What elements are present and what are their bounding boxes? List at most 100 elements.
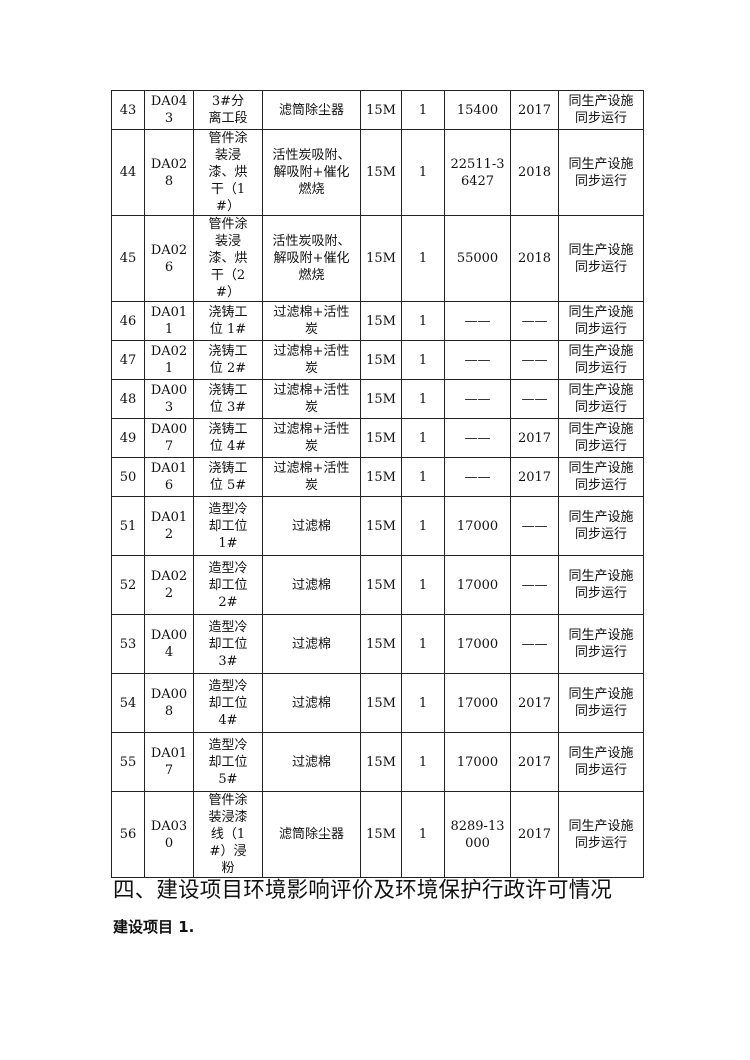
process-text: 管件涂装浸漆线（1#）浸粉 bbox=[208, 793, 248, 876]
process-text: 造型冷却工位1# bbox=[208, 501, 248, 551]
count-text: 1 bbox=[418, 165, 428, 180]
cell-count: 1 bbox=[401, 129, 445, 216]
code-text: DA022 bbox=[150, 569, 188, 601]
height-text: 15M bbox=[366, 430, 396, 446]
cell-no: 43 bbox=[111, 90, 145, 130]
cell-count: 1 bbox=[401, 673, 445, 733]
cell-treatment: 过滤棉+活性炭 bbox=[262, 457, 361, 497]
cell-status: 同生产设施同步运行 bbox=[558, 129, 644, 216]
flow-text: —— bbox=[464, 469, 491, 485]
table-row: 47 DA021 浇铸工位 2# 过滤棉+活性炭 15M 1 —— —— 同生产设施同步运行 bbox=[111, 340, 644, 380]
cell-height: 15M bbox=[360, 90, 402, 130]
cell-year: 2017 bbox=[510, 457, 559, 497]
status-text: 同生产设施同步运行 bbox=[568, 687, 634, 719]
cell-height: 15M bbox=[360, 791, 402, 878]
cell-flow: 17000 bbox=[444, 496, 511, 556]
count-text: 1 bbox=[418, 313, 428, 329]
cell-no: 50 bbox=[111, 457, 145, 497]
cell-count: 1 bbox=[401, 418, 445, 458]
cell-process: 管件涂装浸漆、烘干（1#） bbox=[193, 129, 263, 216]
code-text: DA028 bbox=[150, 156, 188, 189]
cell-process: 造型冷却工位3# bbox=[193, 614, 263, 674]
cell-flow: —— bbox=[444, 340, 511, 380]
status-text: 同生产设施同步运行 bbox=[568, 383, 634, 415]
status-text: 同生产设施同步运行 bbox=[568, 422, 634, 454]
cell-status: 同生产设施同步运行 bbox=[558, 90, 644, 130]
year-text: —— bbox=[521, 313, 548, 329]
treatment-text: 过滤棉+活性炭 bbox=[273, 305, 350, 337]
cell-status: 同生产设施同步运行 bbox=[558, 614, 644, 674]
status-text: 同生产设施同步运行 bbox=[568, 569, 634, 601]
cell-count: 1 bbox=[401, 340, 445, 380]
cell-count: 1 bbox=[401, 379, 445, 419]
no-text: 53 bbox=[119, 636, 137, 652]
year-text: 2017 bbox=[517, 430, 552, 446]
cell-status: 同生产设施同步运行 bbox=[558, 791, 644, 878]
cell-no: 48 bbox=[111, 379, 145, 419]
count-text: 1 bbox=[418, 754, 428, 770]
cell-height: 15M bbox=[360, 496, 402, 556]
flow-text: 55000 bbox=[456, 251, 499, 266]
cell-count: 1 bbox=[401, 555, 445, 615]
code-text: DA017 bbox=[150, 746, 188, 778]
cell-flow: 17000 bbox=[444, 614, 511, 674]
table-row: 56 DA030 管件涂装浸漆线（1#）浸粉 滤筒除尘器 15M 1 8289-13000 2… bbox=[111, 791, 644, 878]
cell-flow: 17000 bbox=[444, 555, 511, 615]
table-row: 51 DA012 造型冷却工位1# 过滤棉 15M 1 17000 —— 同生产设施同步运行 bbox=[111, 496, 644, 556]
year-text: 2017 bbox=[517, 102, 552, 118]
cell-code: DA022 bbox=[144, 555, 194, 615]
cell-count: 1 bbox=[401, 90, 445, 130]
cell-process: 造型冷却工位4# bbox=[193, 673, 263, 733]
cell-treatment: 过滤棉 bbox=[262, 614, 361, 674]
table-row: 53 DA004 造型冷却工位3# 过滤棉 15M 1 17000 —— 同生产设施同步运行 bbox=[111, 614, 644, 674]
cell-flow: 17000 bbox=[444, 732, 511, 792]
cell-year: —— bbox=[510, 301, 559, 341]
cell-code: DA016 bbox=[144, 457, 194, 497]
cell-process: 3#分离工段 bbox=[193, 90, 263, 130]
table-row: 44 DA028 管件涂装浸漆、烘干（1#） 活性炭吸附、解吸附+催化燃烧 15M 1 22… bbox=[111, 129, 644, 216]
cell-status: 同生产设施同步运行 bbox=[558, 673, 644, 733]
cell-height: 15M bbox=[360, 379, 402, 419]
status-text: 同生产设施同步运行 bbox=[568, 305, 634, 337]
cell-flow: 22511-36427 bbox=[444, 129, 511, 216]
status-text: 同生产设施同步运行 bbox=[568, 344, 634, 376]
count-text: 1 bbox=[418, 636, 428, 652]
cell-code: DA030 bbox=[144, 791, 194, 878]
process-text: 管件涂装浸漆、烘干（2#） bbox=[208, 217, 248, 300]
cell-count: 1 bbox=[401, 732, 445, 792]
table-row: 52 DA022 造型冷却工位2# 过滤棉 15M 1 17000 —— 同生产设施同步运行 bbox=[111, 555, 644, 615]
cell-no: 49 bbox=[111, 418, 145, 458]
table-row: 50 DA016 浇铸工位 5# 过滤棉+活性炭 15M 1 —— 2017 同生产设施同步运行 bbox=[111, 457, 644, 497]
cell-treatment: 活性炭吸附、解吸附+催化燃烧 bbox=[262, 215, 361, 302]
flow-text: 22511-36427 bbox=[450, 156, 505, 189]
cell-process: 浇铸工位 5# bbox=[193, 457, 263, 497]
cell-treatment: 活性炭吸附、解吸附+催化燃烧 bbox=[262, 129, 361, 216]
cell-code: DA017 bbox=[144, 732, 194, 792]
status-text: 同生产设施同步运行 bbox=[568, 156, 634, 189]
height-text: 15M bbox=[366, 827, 396, 842]
treatment-text: 滤筒除尘器 bbox=[278, 827, 344, 842]
process-text: 造型冷却工位3# bbox=[208, 619, 248, 669]
code-text: DA003 bbox=[150, 383, 188, 415]
cell-code: DA012 bbox=[144, 496, 194, 556]
treatment-text: 过滤棉+活性炭 bbox=[273, 383, 350, 415]
year-text: —— bbox=[521, 577, 548, 593]
cell-code: DA028 bbox=[144, 129, 194, 216]
cell-process: 浇铸工位 2# bbox=[193, 340, 263, 380]
cell-count: 1 bbox=[401, 215, 445, 302]
cell-flow: 17000 bbox=[444, 673, 511, 733]
count-text: 1 bbox=[418, 827, 428, 842]
cell-process: 造型冷却工位1# bbox=[193, 496, 263, 556]
no-text: 49 bbox=[119, 430, 137, 446]
cell-count: 1 bbox=[401, 614, 445, 674]
code-text: DA004 bbox=[150, 628, 188, 660]
year-text: 2018 bbox=[517, 165, 552, 180]
code-text: DA016 bbox=[150, 461, 188, 493]
flow-text: 17000 bbox=[456, 754, 499, 770]
flow-text: —— bbox=[464, 352, 491, 368]
cell-year: 2018 bbox=[510, 129, 559, 216]
cell-no: 52 bbox=[111, 555, 145, 615]
status-text: 同生产设施同步运行 bbox=[568, 818, 634, 851]
cell-year: —— bbox=[510, 614, 559, 674]
no-text: 47 bbox=[119, 352, 137, 368]
